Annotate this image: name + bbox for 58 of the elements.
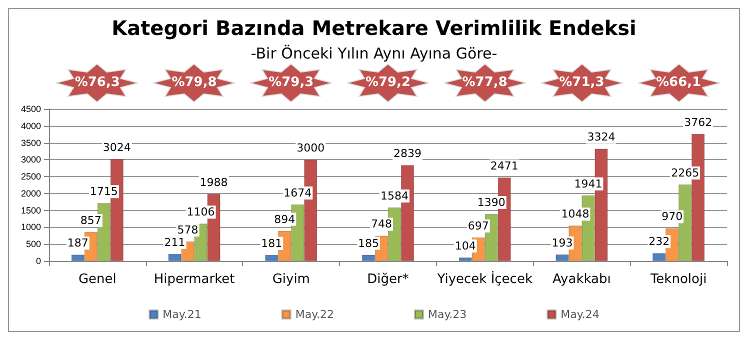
data-label: 697 — [468, 219, 489, 232]
y-tick-label: 4000 — [20, 120, 41, 131]
chart-subtitle: -Bir Önceki Yılın Aynı Ayına Göre- — [250, 44, 498, 62]
data-label: 2265 — [671, 166, 700, 180]
legend-label: May.21 — [162, 308, 202, 321]
data-label: 1988 — [200, 176, 228, 189]
y-tick-label: 0 — [36, 256, 41, 266]
x-tick-label: Ayakkabı — [552, 272, 611, 287]
data-label: 3762 — [684, 116, 712, 129]
y-tick-label: 2500 — [20, 172, 41, 182]
data-label: 104 — [454, 239, 476, 252]
data-label: 185 — [358, 236, 379, 250]
data-label: 1674 — [284, 186, 312, 200]
data-label: 187 — [67, 236, 88, 250]
y-tick-label: 4500 — [20, 104, 41, 114]
data-label: 1584 — [380, 189, 408, 202]
data-label: 1048 — [561, 208, 590, 221]
text: %71,3 — [558, 75, 606, 90]
x-tick-label: Hipermarket — [154, 272, 235, 287]
data-label: 181 — [261, 236, 282, 250]
x-tick-label: Diğer* — [367, 272, 410, 287]
data-label: 894 — [274, 212, 296, 226]
data-label: 1715 — [90, 185, 118, 198]
legend-label: May.22 — [295, 308, 334, 321]
data-label: 1390 — [477, 196, 506, 210]
legend-label: May.23 — [428, 308, 467, 321]
chart-title: Kategori Bazında Metrekare Verimlilik Endeksi — [112, 16, 636, 40]
x-tick-label: Genel — [78, 272, 116, 287]
y-tick-label: 3000 — [20, 154, 41, 165]
data-label: 1941 — [574, 177, 602, 190]
y-tick-label: 2000 — [20, 188, 41, 198]
data-label: 857 — [80, 214, 102, 228]
x-tick-label: Yiyecek İçecek — [436, 271, 533, 287]
text: %77,8 — [461, 75, 508, 90]
y-tick-label: 500 — [26, 239, 41, 250]
data-label: 3324 — [587, 130, 616, 144]
text: %76,3 — [74, 75, 121, 90]
x-tick-label: Giyim — [272, 272, 310, 287]
data-label: 232 — [648, 235, 670, 248]
y-tick-label: 1000 — [20, 222, 41, 232]
text: %79,2 — [364, 75, 412, 90]
legend-label: May.24 — [560, 308, 600, 321]
y-tick-label: 3500 — [20, 138, 41, 148]
data-label: 970 — [662, 210, 683, 224]
text: %79,8 — [170, 75, 218, 90]
data-label: 578 — [177, 223, 198, 236]
data-label: 748 — [371, 218, 392, 231]
data-label: 193 — [552, 236, 573, 250]
y-tick-label: 1500 — [20, 205, 41, 216]
x-tick-label: Teknoloji — [649, 272, 707, 287]
data-label: 211 — [164, 236, 186, 249]
data-label: 3024 — [102, 140, 131, 154]
data-label: 2471 — [490, 160, 518, 173]
data-label: 1106 — [186, 206, 215, 219]
text: %79,3 — [268, 75, 315, 90]
data-label: 2839 — [394, 147, 422, 160]
data-label: 3000 — [296, 142, 325, 155]
text: %66,1 — [655, 75, 702, 90]
